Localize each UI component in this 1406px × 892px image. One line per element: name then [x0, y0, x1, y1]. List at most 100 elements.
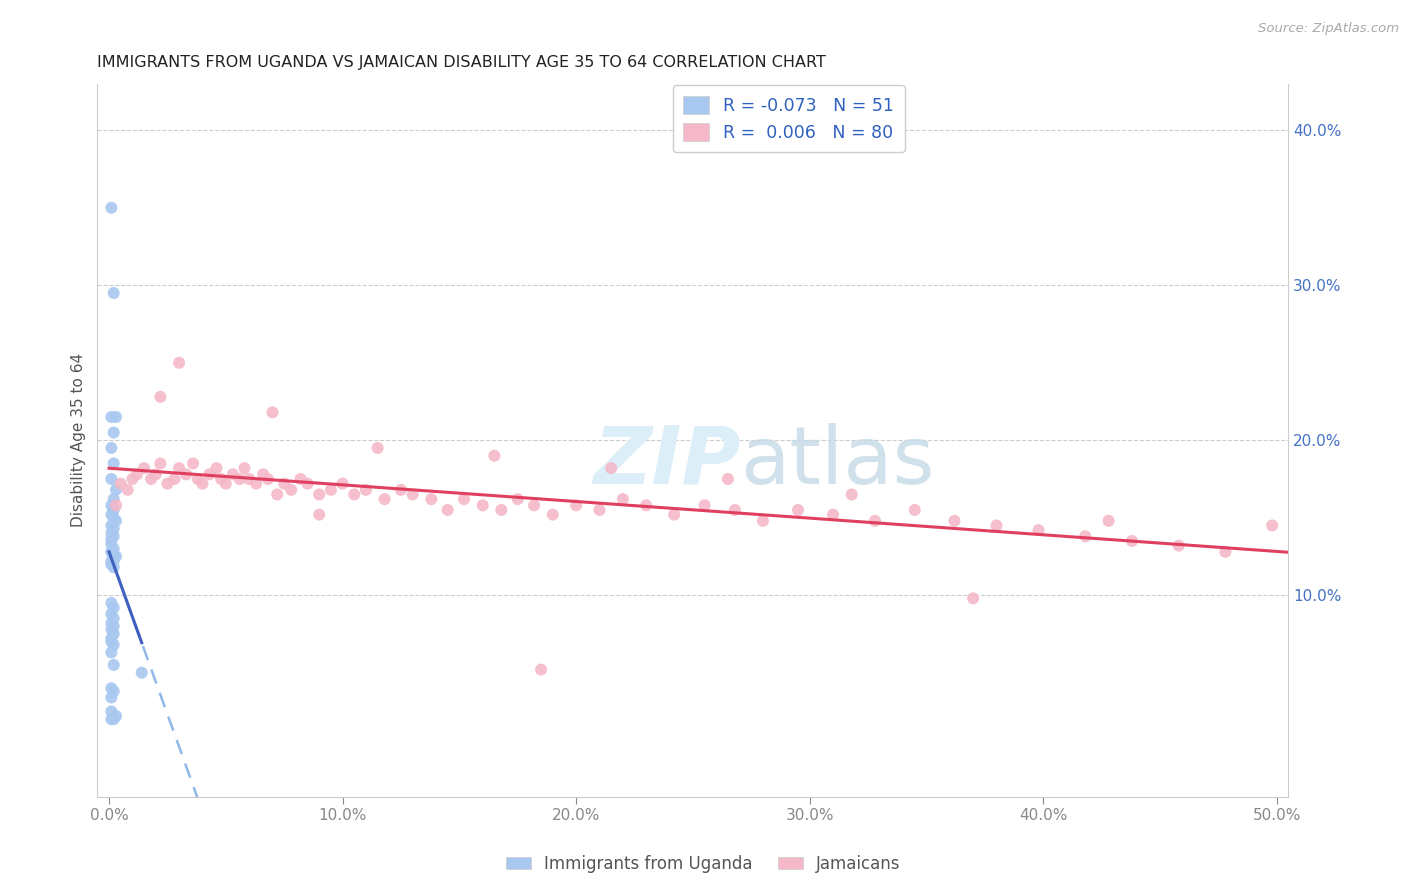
- Point: [1097, 514, 1119, 528]
- Point: [174, 467, 197, 482]
- Point: [453, 492, 475, 507]
- Point: [100, 646, 122, 660]
- Point: [256, 472, 278, 486]
- Point: [100, 472, 122, 486]
- Point: [181, 457, 204, 471]
- Point: [105, 483, 128, 497]
- Point: [367, 441, 389, 455]
- Point: [1261, 518, 1284, 533]
- Point: [612, 492, 634, 507]
- Point: [1215, 545, 1237, 559]
- Point: [100, 545, 122, 559]
- Point: [100, 690, 122, 705]
- Point: [139, 472, 162, 486]
- Point: [100, 545, 122, 559]
- Point: [636, 499, 658, 513]
- Point: [103, 684, 125, 698]
- Point: [149, 457, 172, 471]
- Point: [215, 476, 238, 491]
- Point: [105, 499, 128, 513]
- Point: [100, 607, 122, 621]
- Point: [100, 712, 122, 726]
- Point: [121, 472, 143, 486]
- Point: [145, 467, 167, 482]
- Point: [693, 499, 716, 513]
- Point: [229, 472, 252, 486]
- Point: [209, 472, 232, 486]
- Point: [103, 712, 125, 726]
- Point: [100, 681, 122, 696]
- Point: [354, 483, 377, 497]
- Point: [787, 503, 810, 517]
- Point: [541, 508, 564, 522]
- Point: [262, 405, 284, 419]
- Point: [238, 472, 260, 486]
- Point: [1074, 529, 1097, 543]
- Point: [1167, 539, 1189, 553]
- Point: [103, 554, 125, 568]
- Point: [821, 508, 844, 522]
- Point: [105, 514, 128, 528]
- Point: [374, 492, 396, 507]
- Point: [103, 285, 125, 300]
- Point: [308, 487, 330, 501]
- Point: [100, 508, 122, 522]
- Legend: Immigrants from Uganda, Jamaicans: Immigrants from Uganda, Jamaicans: [499, 848, 907, 880]
- Point: [198, 467, 221, 482]
- Point: [103, 560, 125, 574]
- Text: atlas: atlas: [741, 423, 935, 500]
- Point: [717, 472, 740, 486]
- Point: [187, 472, 209, 486]
- Point: [280, 483, 302, 497]
- Point: [100, 558, 122, 572]
- Point: [149, 390, 172, 404]
- Point: [308, 508, 330, 522]
- Point: [471, 499, 494, 513]
- Point: [100, 616, 122, 631]
- Point: [491, 503, 513, 517]
- Point: [117, 483, 139, 497]
- Point: [436, 503, 458, 517]
- Point: [103, 541, 125, 556]
- Point: [565, 499, 588, 513]
- Point: [191, 476, 214, 491]
- Point: [103, 510, 125, 524]
- Point: [163, 472, 186, 486]
- Point: [105, 549, 128, 564]
- Point: [125, 467, 148, 482]
- Point: [484, 449, 506, 463]
- Point: [205, 461, 228, 475]
- Point: [297, 476, 319, 491]
- Point: [332, 476, 354, 491]
- Point: [103, 638, 125, 652]
- Point: [100, 499, 122, 513]
- Point: [103, 549, 125, 564]
- Text: ZIP: ZIP: [593, 423, 741, 500]
- Point: [100, 537, 122, 551]
- Point: [167, 461, 190, 475]
- Point: [103, 657, 125, 672]
- Point: [1028, 523, 1050, 537]
- Point: [100, 526, 122, 541]
- Point: [600, 461, 623, 475]
- Point: [986, 518, 1008, 533]
- Point: [588, 503, 610, 517]
- Point: [132, 461, 155, 475]
- Point: [100, 409, 122, 424]
- Point: [105, 409, 128, 424]
- Legend: R = -0.073   N = 51, R =  0.006   N = 80: R = -0.073 N = 51, R = 0.006 N = 80: [673, 86, 904, 153]
- Point: [100, 554, 122, 568]
- Point: [100, 441, 122, 455]
- Point: [904, 503, 927, 517]
- Point: [530, 663, 553, 677]
- Point: [319, 483, 342, 497]
- Point: [233, 461, 256, 475]
- Point: [245, 476, 267, 491]
- Point: [100, 533, 122, 547]
- Point: [110, 476, 132, 491]
- Point: [1121, 533, 1143, 548]
- Point: [343, 487, 366, 501]
- Y-axis label: Disability Age 35 to 64: Disability Age 35 to 64: [72, 353, 86, 527]
- Point: [724, 503, 747, 517]
- Point: [100, 596, 122, 610]
